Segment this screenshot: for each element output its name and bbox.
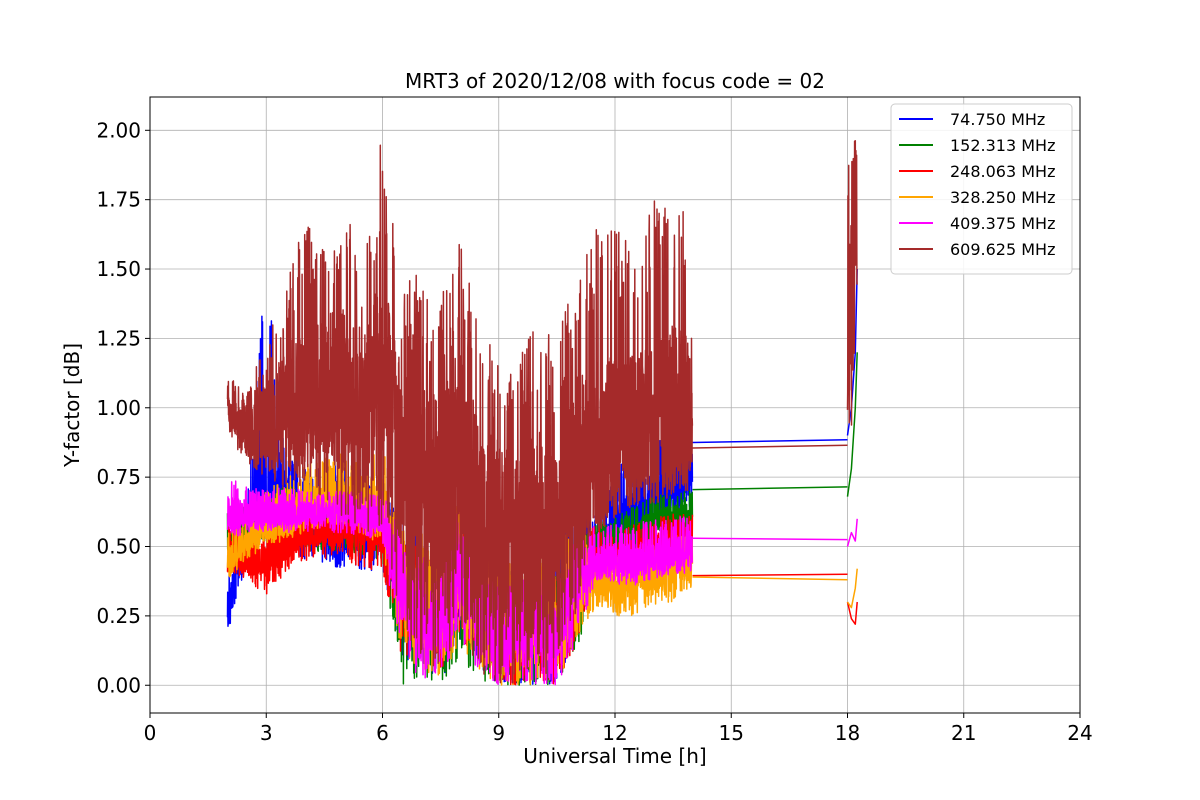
y-tick-label: 1.50 — [96, 257, 141, 281]
chart-title: MRT3 of 2020/12/08 with focus code = 02 — [405, 69, 825, 93]
series-segment — [692, 576, 848, 581]
legend-label: 609.625 MHz — [950, 240, 1055, 259]
series-segment — [692, 444, 848, 449]
series-segment — [846, 568, 858, 609]
y-axis-title: Y-factor [dB] — [60, 343, 84, 468]
x-axis: 0 3 6 9 12 15 18 21 24 — [144, 713, 1093, 745]
y-tick-label: 0.00 — [96, 673, 141, 697]
legend-label: 328.250 MHz — [950, 188, 1055, 207]
x-tick-label: 18 — [835, 721, 860, 745]
x-tick-label: 24 — [1067, 721, 1092, 745]
series-line — [226, 139, 858, 684]
legend-label: 248.063 MHz — [950, 162, 1055, 181]
series-segment — [692, 537, 848, 541]
y-tick-label: 0.75 — [96, 465, 141, 489]
x-tick-label: 21 — [951, 721, 976, 745]
series-segment — [846, 139, 858, 426]
plot-area — [226, 139, 858, 686]
series-segment — [692, 438, 848, 444]
legend-box — [890, 103, 1073, 275]
y-tick-label: 1.25 — [96, 326, 141, 350]
x-tick-label: 15 — [719, 721, 744, 745]
legend-label: 152.313 MHz — [950, 136, 1055, 155]
series-segment — [846, 518, 858, 547]
legend-label: 74.750 MHz — [950, 110, 1045, 129]
y-tick-label: 1.75 — [96, 188, 141, 212]
series-segment — [226, 144, 694, 684]
series-segment — [846, 601, 858, 625]
y-axis: 0.00 0.25 0.50 0.75 1.00 1.25 1.50 1.75 2.00 — [96, 118, 150, 697]
series-segment — [692, 573, 848, 577]
x-tick-label: 9 — [492, 721, 505, 745]
y-tick-label: 1.00 — [96, 396, 141, 420]
y-tick-label: 0.50 — [96, 535, 141, 559]
y-tick-label: 2.00 — [96, 118, 141, 142]
legend-label: 409.375 MHz — [950, 214, 1055, 233]
x-tick-label: 0 — [144, 721, 157, 745]
legend: 74.750 MHz 152.313 MHz 248.063 MHz 328.250 … — [890, 103, 1073, 275]
x-axis-title: Universal Time [h] — [523, 744, 706, 768]
x-tick-label: 12 — [602, 721, 627, 745]
series-segment — [846, 352, 858, 497]
y-tick-label: 0.25 — [96, 604, 141, 628]
x-tick-label: 3 — [260, 721, 273, 745]
series-segment — [692, 486, 848, 491]
x-tick-label: 6 — [376, 721, 389, 745]
